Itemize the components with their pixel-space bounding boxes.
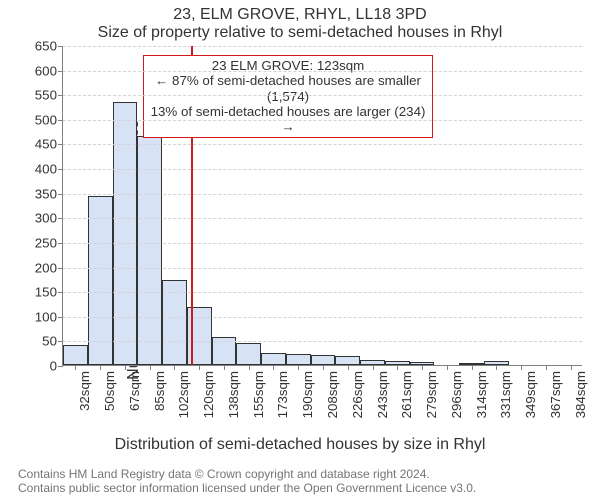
- x-tick-label: 208sqm: [325, 371, 340, 418]
- footer-line-1: Contains HM Land Registry data © Crown c…: [18, 468, 476, 482]
- title-line-1: 23, ELM GROVE, RHYL, LL18 3PD: [0, 6, 600, 24]
- x-tick-mark: [199, 365, 200, 370]
- grid-line: [63, 243, 582, 244]
- y-tick-label: 400: [35, 162, 63, 177]
- x-tick-mark: [174, 365, 175, 370]
- bar: [311, 355, 336, 365]
- x-tick-mark: [273, 365, 274, 370]
- grid-line: [63, 144, 582, 145]
- x-tick-mark: [75, 365, 76, 370]
- x-tick-label: 243sqm: [375, 371, 390, 418]
- x-tick-mark: [397, 365, 398, 370]
- bar: [236, 343, 261, 365]
- x-tick-label: 349sqm: [523, 371, 538, 418]
- plot-area: 23 ELM GROVE: 123sqm ← 87% of semi-detac…: [62, 46, 582, 366]
- bar: [335, 356, 360, 365]
- x-tick-label: 173sqm: [275, 371, 290, 418]
- x-tick-label: 296sqm: [449, 371, 464, 418]
- x-tick-label: 314sqm: [474, 371, 489, 418]
- x-tick-mark: [447, 365, 448, 370]
- x-tick-mark: [348, 365, 349, 370]
- x-tick-label: 138sqm: [226, 371, 241, 418]
- bar: [286, 354, 311, 365]
- x-axis-label: Distribution of semi-detached houses by …: [0, 436, 600, 454]
- x-tick-label: 85sqm: [152, 371, 167, 411]
- x-tick-label: 226sqm: [350, 371, 365, 418]
- x-tick-label: 279sqm: [424, 371, 439, 418]
- y-tick-label: 450: [35, 137, 63, 152]
- x-tick-mark: [298, 365, 299, 370]
- y-tick-label: 300: [35, 211, 63, 226]
- grid-line: [63, 95, 582, 96]
- x-tick-label: 261sqm: [399, 371, 414, 418]
- bar: [63, 345, 88, 365]
- y-tick-label: 100: [35, 309, 63, 324]
- footer-line-2: Contains public sector information licen…: [18, 482, 476, 496]
- x-tick-label: 32sqm: [77, 371, 92, 411]
- x-tick-mark: [224, 365, 225, 370]
- grid-line: [63, 292, 582, 293]
- y-tick-label: 550: [35, 88, 63, 103]
- grid-line: [63, 169, 582, 170]
- grid-line: [63, 120, 582, 121]
- y-tick-label: 200: [35, 260, 63, 275]
- y-tick-label: 650: [35, 39, 63, 54]
- grid-line: [63, 317, 582, 318]
- x-tick-mark: [249, 365, 250, 370]
- x-tick-mark: [125, 365, 126, 370]
- grid-line: [63, 341, 582, 342]
- y-tick-label: 500: [35, 112, 63, 127]
- y-tick-label: 250: [35, 235, 63, 250]
- x-tick-mark: [472, 365, 473, 370]
- chart-area: Number of semi-detached properties 23 EL…: [0, 40, 600, 460]
- bar: [113, 102, 138, 365]
- x-tick-mark: [521, 365, 522, 370]
- bar: [261, 353, 286, 365]
- chart-titles: 23, ELM GROVE, RHYL, LL18 3PD Size of pr…: [0, 0, 600, 43]
- footer: Contains HM Land Registry data © Crown c…: [18, 468, 476, 496]
- grid-line: [63, 268, 582, 269]
- x-tick-mark: [546, 365, 547, 370]
- grid-line: [63, 194, 582, 195]
- x-tick-mark: [422, 365, 423, 370]
- x-tick-mark: [571, 365, 572, 370]
- x-tick-mark: [150, 365, 151, 370]
- x-tick-label: 50sqm: [102, 371, 117, 411]
- y-tick-label: 0: [50, 359, 63, 374]
- x-tick-label: 67sqm: [127, 371, 142, 411]
- annotation-box: 23 ELM GROVE: 123sqm ← 87% of semi-detac…: [143, 55, 433, 138]
- bar: [88, 196, 113, 365]
- x-tick-mark: [100, 365, 101, 370]
- x-tick-label: 155sqm: [251, 371, 266, 418]
- y-tick-label: 600: [35, 63, 63, 78]
- grid-line: [63, 46, 582, 47]
- x-tick-label: 102sqm: [176, 371, 191, 418]
- x-tick-label: 120sqm: [201, 371, 216, 418]
- x-tick-mark: [496, 365, 497, 370]
- y-tick-label: 350: [35, 186, 63, 201]
- x-tick-label: 190sqm: [300, 371, 315, 418]
- annotation-line-2: ← 87% of semi-detached houses are smalle…: [148, 73, 428, 104]
- x-tick-label: 331sqm: [498, 371, 513, 418]
- y-tick-label: 50: [42, 334, 63, 349]
- x-tick-label: 384sqm: [573, 371, 588, 418]
- bar: [137, 136, 162, 365]
- x-tick-mark: [373, 365, 374, 370]
- y-tick-label: 150: [35, 285, 63, 300]
- grid-line: [63, 218, 582, 219]
- x-tick-mark: [323, 365, 324, 370]
- x-tick-label: 367sqm: [548, 371, 563, 418]
- grid-line: [63, 71, 582, 72]
